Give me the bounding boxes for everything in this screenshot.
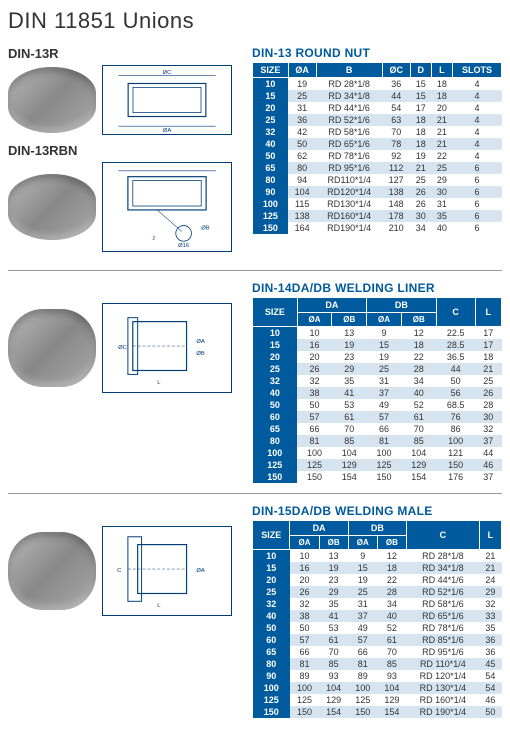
- tech-drawing-13r: ØC ØA: [102, 65, 232, 135]
- table-header: D: [410, 63, 431, 78]
- table-subheader: ØB: [332, 313, 367, 327]
- svg-text:ØA: ØA: [196, 568, 205, 574]
- table-header: B: [316, 63, 382, 78]
- table-subheader: ØA: [297, 313, 332, 327]
- table-round-nut: SIZEØABØCDLSLOTS 1019RD 28*1/83615184152…: [252, 62, 502, 234]
- iso-view-14: [8, 309, 96, 387]
- svg-text:ØB: ØB: [201, 225, 210, 231]
- table-subheader: ØB: [401, 313, 436, 327]
- table-row: 4050RD 65*1/67818214: [253, 138, 502, 150]
- table-header: L: [479, 521, 501, 550]
- iso-view-15: [8, 532, 96, 610]
- table-row: 4038413740RD 65*1/633: [253, 610, 502, 622]
- section-welding-male: C ØA L DIN-15DA/DB WELDING MALE SIZEDADB…: [8, 504, 502, 718]
- table-row: 60576157617630: [253, 411, 502, 423]
- table-row: 15015015415015417637: [253, 471, 502, 483]
- table3-title: DIN-15DA/DB WELDING MALE: [252, 504, 502, 518]
- table-row: 150150154150154RD 190*1/450: [253, 706, 502, 718]
- table1-title: DIN-13 ROUND NUT: [252, 46, 502, 60]
- table-header: SIZE: [253, 298, 298, 327]
- iso-view-13rbn: [8, 174, 96, 240]
- table-row: 101013912RD 28*1/821: [253, 550, 502, 563]
- table-row: 40384137405626: [253, 387, 502, 399]
- table-subheader: ØA: [348, 536, 377, 550]
- table-row: 1525RD 34*1/84415184: [253, 90, 502, 102]
- divider: [8, 493, 502, 494]
- table-row: 3242RD 58*1/67018214: [253, 126, 502, 138]
- table-row: 125125129125129RD 160*1/446: [253, 694, 502, 706]
- table-row: 1516191518RD 34*1/821: [253, 562, 502, 574]
- table-header: C: [436, 298, 475, 327]
- table-row: 2536RD 52*1/66318214: [253, 114, 502, 126]
- table-row: 8081858185RD 110*1/445: [253, 658, 502, 670]
- table-subheader: ØA: [290, 536, 319, 550]
- table-row: 100115RD130*1/414826316: [253, 198, 502, 210]
- table-row: 505053495268.528: [253, 399, 502, 411]
- table-row: 2020231922RD 44*1/624: [253, 574, 502, 586]
- table-row: 32323531345025: [253, 375, 502, 387]
- table-row: 65667066708632: [253, 423, 502, 435]
- table-row: 9089938993RD 120*1/454: [253, 670, 502, 682]
- table-header: C: [406, 521, 479, 550]
- table-row: 12512512912512915046: [253, 459, 502, 471]
- table-header: SLOTS: [452, 63, 501, 78]
- table-row: 808185818510037: [253, 435, 502, 447]
- table-row: 10010010410010412144: [253, 447, 502, 459]
- table-subheader: ØB: [319, 536, 348, 550]
- table-row: 1019RD 28*1/83615184: [253, 78, 502, 91]
- divider: [8, 270, 502, 271]
- table-row: 3232353134RD 58*1/632: [253, 598, 502, 610]
- table-row: 6580RD 95*1/611221256: [253, 162, 502, 174]
- table-row: 2031RD 44*1/65417204: [253, 102, 502, 114]
- svg-text:ØA: ØA: [196, 339, 205, 345]
- table-header: DB: [348, 521, 406, 536]
- table-header: L: [431, 63, 452, 78]
- tech-drawing-13rbn: z Ø16 ØB: [102, 162, 232, 252]
- table-row: 150164RD190*1/421034406: [253, 222, 502, 234]
- table-row: 10101391222.517: [253, 327, 502, 340]
- table-row: 151619151828.517: [253, 339, 502, 351]
- svg-text:Ø16: Ø16: [178, 243, 189, 249]
- section-welding-liner: ØC ØA ØB L DIN-14DA/DB WELDING LINER SIZ…: [8, 281, 502, 483]
- table-header: ØA: [288, 63, 316, 78]
- svg-text:ØC: ØC: [163, 70, 172, 76]
- table-header: SIZE: [253, 521, 290, 550]
- table-header: L: [475, 298, 501, 327]
- table-row: 100100104100104RD 130*1/454: [253, 682, 502, 694]
- table-row: 8094RD110*1/412725296: [253, 174, 502, 186]
- table-row: 5050534952RD 78*1/635: [253, 622, 502, 634]
- table-row: 90104RD120*1/413826306: [253, 186, 502, 198]
- label-din13r: DIN-13R: [8, 46, 244, 61]
- table-subheader: ØB: [377, 536, 406, 550]
- svg-text:L: L: [157, 603, 161, 609]
- table-header: SIZE: [253, 63, 289, 78]
- svg-text:L: L: [157, 380, 161, 386]
- table-row: 125138RD160*1/417830356: [253, 210, 502, 222]
- tech-drawing-15: C ØA L: [102, 526, 232, 616]
- table-row: 6057615761RD 85*1/636: [253, 634, 502, 646]
- table-header: DA: [290, 521, 348, 536]
- table-row: 6566706670RD 95*1/636: [253, 646, 502, 658]
- label-din13rbn: DIN-13RBN: [8, 143, 244, 158]
- svg-text:z: z: [152, 235, 155, 241]
- page-title: DIN 11851 Unions: [8, 8, 502, 34]
- table-welding-male: SIZEDADBCL ØAØBØAØB 101013912RD 28*1/821…: [252, 520, 502, 718]
- section-round-nut: DIN-13R ØC ØA DIN-13RBN z Ø16 ØB DIN-13 …: [8, 46, 502, 260]
- table2-title: DIN-14DA/DB WELDING LINER: [252, 281, 502, 295]
- table-subheader: ØA: [367, 313, 402, 327]
- svg-text:ØC: ØC: [118, 345, 128, 351]
- svg-text:ØB: ØB: [196, 351, 205, 357]
- table-row: 202023192236.518: [253, 351, 502, 363]
- table-header: ØC: [382, 63, 410, 78]
- svg-text:ØA: ØA: [163, 128, 172, 134]
- tech-drawing-14: ØC ØA ØB L: [102, 303, 232, 393]
- table-row: 5062RD 78*1/69219224: [253, 150, 502, 162]
- svg-text:C: C: [117, 568, 122, 574]
- table-welding-liner: SIZEDADBCL ØAØBØAØB 10101391222.51715161…: [252, 297, 502, 483]
- iso-view-13r: [8, 67, 96, 133]
- table-row: 25262925284421: [253, 363, 502, 375]
- table-row: 2526292528RD 52*1/629: [253, 586, 502, 598]
- table-header: DA: [297, 298, 367, 313]
- table-header: DB: [367, 298, 437, 313]
